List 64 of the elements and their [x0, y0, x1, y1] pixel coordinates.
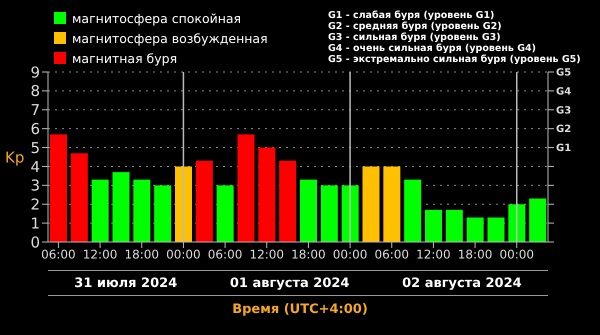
legend-label: магнитосфера возбужденная — [72, 30, 268, 46]
text: G4 - очень сильная буря (уровень G4) — [328, 43, 537, 54]
y-tick-label: 0 — [30, 233, 40, 252]
text: G3 — [556, 105, 572, 116]
text: G5 — [556, 68, 572, 79]
y-tick-label: 5 — [30, 138, 40, 157]
bar — [50, 134, 67, 242]
x-tick-label: 06:00 — [41, 248, 76, 262]
bar — [300, 180, 317, 242]
x-tick-label: 12:00 — [249, 248, 284, 262]
bar — [529, 198, 546, 242]
legend-label: магнитосфера спокойная — [72, 10, 242, 26]
text: 01 августа 2024 — [230, 276, 350, 290]
bar — [216, 185, 234, 242]
text: G4 — [556, 86, 572, 98]
bar — [425, 210, 442, 242]
x-tick-label: 06:00 — [374, 248, 410, 262]
bar — [383, 166, 400, 242]
x-axis-title: Время (UTC+4:00) — [231, 302, 369, 317]
x-tick-label: 00:00 — [166, 248, 201, 262]
bar — [488, 217, 504, 242]
y-tick-label: 3 — [30, 176, 40, 195]
y-tick-label: 8 — [30, 82, 40, 100]
legend-label: магнитная буря — [72, 50, 178, 66]
x-tick-label: 00:00 — [499, 248, 534, 262]
bar — [133, 180, 150, 242]
bar — [279, 160, 296, 242]
y-tick-label: 9 — [30, 63, 40, 82]
text: 31 июля 2024 — [74, 276, 178, 290]
bar — [446, 210, 463, 242]
bar — [342, 185, 359, 242]
bar — [258, 148, 276, 242]
x-tick-label: 00:00 — [332, 248, 368, 262]
text: G2 — [556, 124, 572, 136]
bar — [175, 166, 192, 242]
text: G2 - средняя буря (уровень G2) — [328, 21, 503, 32]
bar — [112, 172, 130, 242]
text: G1 — [556, 143, 572, 154]
text: G3 - сильная буря (уровень G3) — [328, 32, 502, 43]
x-tick-label: 18:00 — [291, 248, 326, 262]
bar — [320, 185, 338, 242]
bar — [70, 153, 88, 242]
y-tick-label: 2 — [30, 196, 40, 214]
bar — [362, 166, 380, 242]
text: 02 августа 2024 — [402, 276, 522, 290]
bar — [196, 160, 213, 242]
x-tick-label: 18:00 — [124, 248, 160, 262]
x-tick-label: 12:00 — [416, 248, 451, 262]
text: G1 - слабая буря (уровень G1) — [328, 10, 496, 21]
x-tick-label: 06:00 — [208, 248, 242, 262]
y-tick-label: 6 — [30, 120, 40, 138]
x-tick-label: 18:00 — [458, 248, 492, 262]
y-tick-label: 1 — [30, 214, 40, 232]
y-tick-label: 4 — [30, 158, 40, 176]
y-tick-label: 7 — [30, 101, 40, 120]
bar — [92, 180, 109, 242]
bar — [154, 185, 172, 242]
bar — [238, 134, 254, 242]
bar — [466, 217, 484, 242]
text: G5 - экстремально сильная буря (уровень G5) — [328, 54, 581, 65]
y-axis-title: Kp — [5, 148, 24, 166]
x-tick-label: 12:00 — [82, 248, 118, 262]
bar — [508, 204, 526, 242]
bar — [404, 180, 422, 242]
